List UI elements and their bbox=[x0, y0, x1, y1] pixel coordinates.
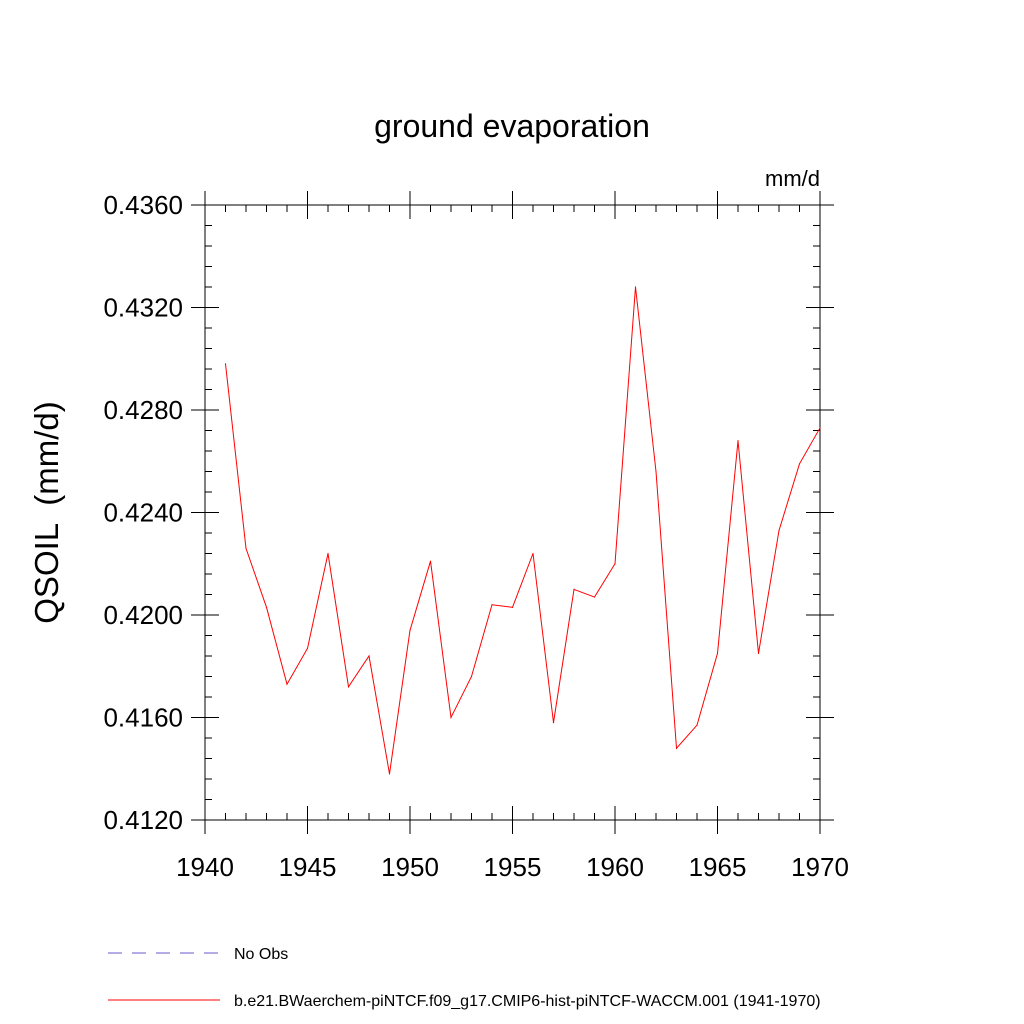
data-point bbox=[347, 686, 350, 688]
data-point bbox=[511, 606, 514, 608]
data-point bbox=[368, 655, 370, 657]
data-point bbox=[737, 440, 739, 442]
data-point bbox=[798, 463, 801, 465]
data-point bbox=[573, 588, 575, 590]
data-point bbox=[388, 773, 391, 775]
x-tick-label: 1940 bbox=[176, 852, 234, 882]
data-point bbox=[450, 716, 452, 719]
data-point bbox=[716, 652, 719, 655]
y-tick-label: 0.4160 bbox=[103, 703, 183, 733]
y-tick-label: 0.4120 bbox=[103, 805, 183, 835]
data-point bbox=[675, 747, 678, 749]
x-tick-label: 1970 bbox=[791, 852, 849, 882]
x-tick-label: 1960 bbox=[586, 852, 644, 882]
axis-tick-labels: 1940 1945 1950 1955 1960 1965 1970 0.4120 0.4160… bbox=[103, 190, 848, 882]
data-point bbox=[757, 652, 760, 655]
x-tick-label: 1955 bbox=[484, 852, 542, 882]
y-tick-label: 0.4280 bbox=[103, 395, 183, 425]
data-point bbox=[409, 629, 411, 631]
y-tick-label: 0.4360 bbox=[103, 190, 183, 220]
data-point bbox=[429, 560, 432, 562]
y-axis-label: QSOIL (mm/d) bbox=[28, 401, 65, 623]
data-point bbox=[224, 363, 227, 365]
data-point bbox=[819, 427, 821, 429]
legend-label: No Obs bbox=[234, 946, 288, 963]
series-layer bbox=[224, 286, 821, 775]
data-point bbox=[327, 552, 329, 555]
chart-title: ground evaporation bbox=[374, 108, 650, 144]
x-tick-label: 1950 bbox=[381, 852, 439, 882]
data-point bbox=[470, 675, 473, 678]
data-point bbox=[245, 547, 247, 549]
legend-item-1: b.e21.BWaerchem-piNTCF.f09_g17.CMIP6-his… bbox=[108, 993, 821, 1010]
y-tick-label: 0.4200 bbox=[103, 600, 183, 630]
data-point bbox=[655, 470, 657, 473]
data-point bbox=[696, 724, 698, 726]
legend-item-0: No Obs bbox=[108, 946, 288, 963]
legend-label: b.e21.BWaerchem-piNTCF.f09_g17.CMIP6-his… bbox=[234, 993, 821, 1010]
data-point bbox=[552, 722, 555, 724]
series-line-1 bbox=[225, 286, 821, 774]
plot-frame bbox=[204, 204, 821, 821]
units-label: mm/d bbox=[765, 166, 820, 191]
data-point bbox=[265, 606, 268, 608]
data-point bbox=[532, 552, 534, 555]
x-tick-label: 1945 bbox=[279, 852, 337, 882]
data-point bbox=[593, 596, 596, 598]
x-tick-label: 1965 bbox=[689, 852, 747, 882]
axis-ticks bbox=[191, 191, 834, 834]
data-point bbox=[491, 604, 493, 606]
data-point bbox=[306, 647, 309, 649]
y-tick-label: 0.4240 bbox=[103, 498, 183, 528]
data-point bbox=[634, 286, 637, 288]
data-point bbox=[614, 563, 616, 565]
legend: No Obs b.e21.BWaerchem-piNTCF.f09_g17.CMI… bbox=[108, 946, 821, 1010]
data-point bbox=[286, 683, 288, 685]
data-point bbox=[778, 529, 780, 532]
y-tick-label: 0.4320 bbox=[103, 293, 183, 323]
